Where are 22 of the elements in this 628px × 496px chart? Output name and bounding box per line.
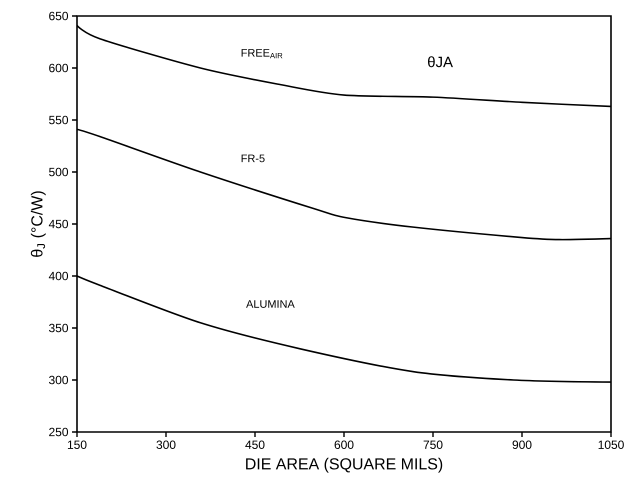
y-tick-label: 450 <box>48 220 68 228</box>
y-tick-label: 550 <box>49 116 68 124</box>
x-tick-label: 750 <box>424 440 443 449</box>
y-tick-label: 600 <box>49 64 68 72</box>
x-tick-label: 900 <box>512 440 532 449</box>
text: FR-5 <box>242 154 265 162</box>
y-tick-label: 400 <box>48 272 68 280</box>
y-tick-label: 350 <box>49 324 68 332</box>
y-tick-label: 650 <box>49 12 68 20</box>
text: ALUMINA <box>246 300 295 308</box>
x-tick-label: 300 <box>156 440 176 449</box>
series-label: FREE$_{AIR}$ <box>242 49 282 58</box>
x-axis-title: DIE AREA (SQUARE MILS) <box>246 458 442 473</box>
x-tick-label: 600 <box>334 440 354 449</box>
x-tick-label: 450 <box>245 440 265 449</box>
x-tick-label: 1050 <box>598 440 624 449</box>
y-axis-title: θ$_{J}$ (°C/W) <box>30 191 46 257</box>
y-tick-label: 500 <box>49 168 68 176</box>
annotation: θJA <box>428 56 453 68</box>
x-tick-label: 150 <box>68 440 87 449</box>
y-tick-label: 250 <box>49 428 68 436</box>
y-tick-label: 300 <box>49 376 68 384</box>
